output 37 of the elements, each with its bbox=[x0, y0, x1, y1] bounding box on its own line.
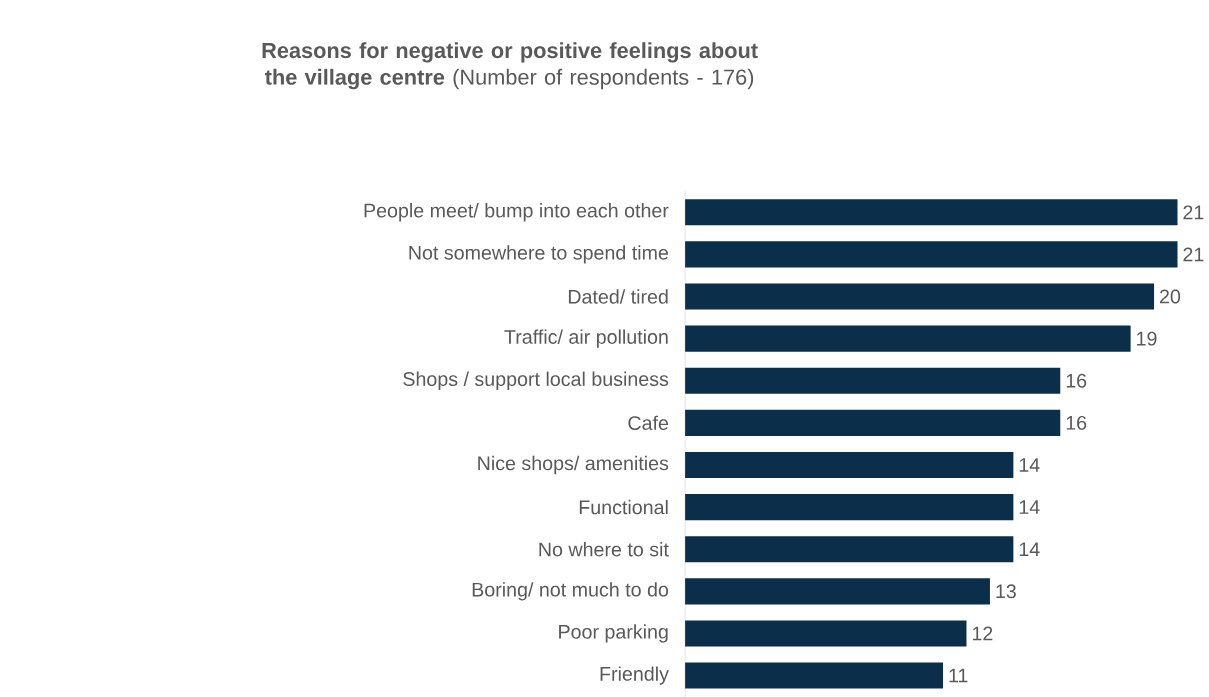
data-label: 11 bbox=[949, 668, 968, 683]
data-label: 16 bbox=[1066, 415, 1087, 430]
y-tick-label: Dated/ tired bbox=[568, 289, 668, 304]
data-label: 19 bbox=[1137, 331, 1157, 346]
y-tick-label: Friendly bbox=[600, 666, 669, 685]
bar bbox=[685, 199, 1178, 226]
y-tick-label: Boring/ not much to do bbox=[472, 582, 669, 601]
y-tick-label: No where to sit bbox=[539, 542, 669, 557]
bar bbox=[685, 367, 1061, 394]
y-tick-label: Cafe bbox=[628, 415, 669, 431]
bar bbox=[685, 494, 1014, 521]
data-label: 14 bbox=[1019, 458, 1040, 472]
y-tick-label: Nice shops/ amenities bbox=[478, 455, 669, 475]
y-tick-label: Functional bbox=[579, 499, 668, 515]
y-tick-label: Shops / support local business bbox=[403, 371, 669, 390]
data-label: 14 bbox=[1019, 542, 1040, 557]
data-label: 20 bbox=[1160, 289, 1181, 304]
data-label: 21 bbox=[1183, 205, 1204, 220]
data-label: 14 bbox=[1019, 500, 1040, 514]
y-tick-label: Not somewhere to spend time bbox=[409, 245, 669, 264]
bar bbox=[685, 409, 1061, 436]
data-label: 21 bbox=[1183, 247, 1204, 262]
data-label: 12 bbox=[972, 626, 993, 641]
text: Reasons for negative or positive feelings about the village centre (Number of respondents - 176) bbox=[262, 42, 758, 90]
bar bbox=[685, 451, 1014, 479]
bar bbox=[685, 620, 967, 647]
bar bbox=[685, 578, 990, 605]
y-tick-label: Poor parking bbox=[559, 624, 668, 643]
bar bbox=[685, 662, 944, 689]
data-label: 16 bbox=[1066, 373, 1087, 388]
y-tick-label: Traffic/ air pollution bbox=[504, 329, 668, 348]
bar bbox=[685, 241, 1178, 268]
bar bbox=[685, 283, 1155, 310]
data-label: 13 bbox=[996, 584, 1016, 599]
y-tick-label: People meet/ bump into each other bbox=[364, 203, 669, 222]
bar bbox=[685, 325, 1131, 352]
bar bbox=[685, 536, 1014, 563]
